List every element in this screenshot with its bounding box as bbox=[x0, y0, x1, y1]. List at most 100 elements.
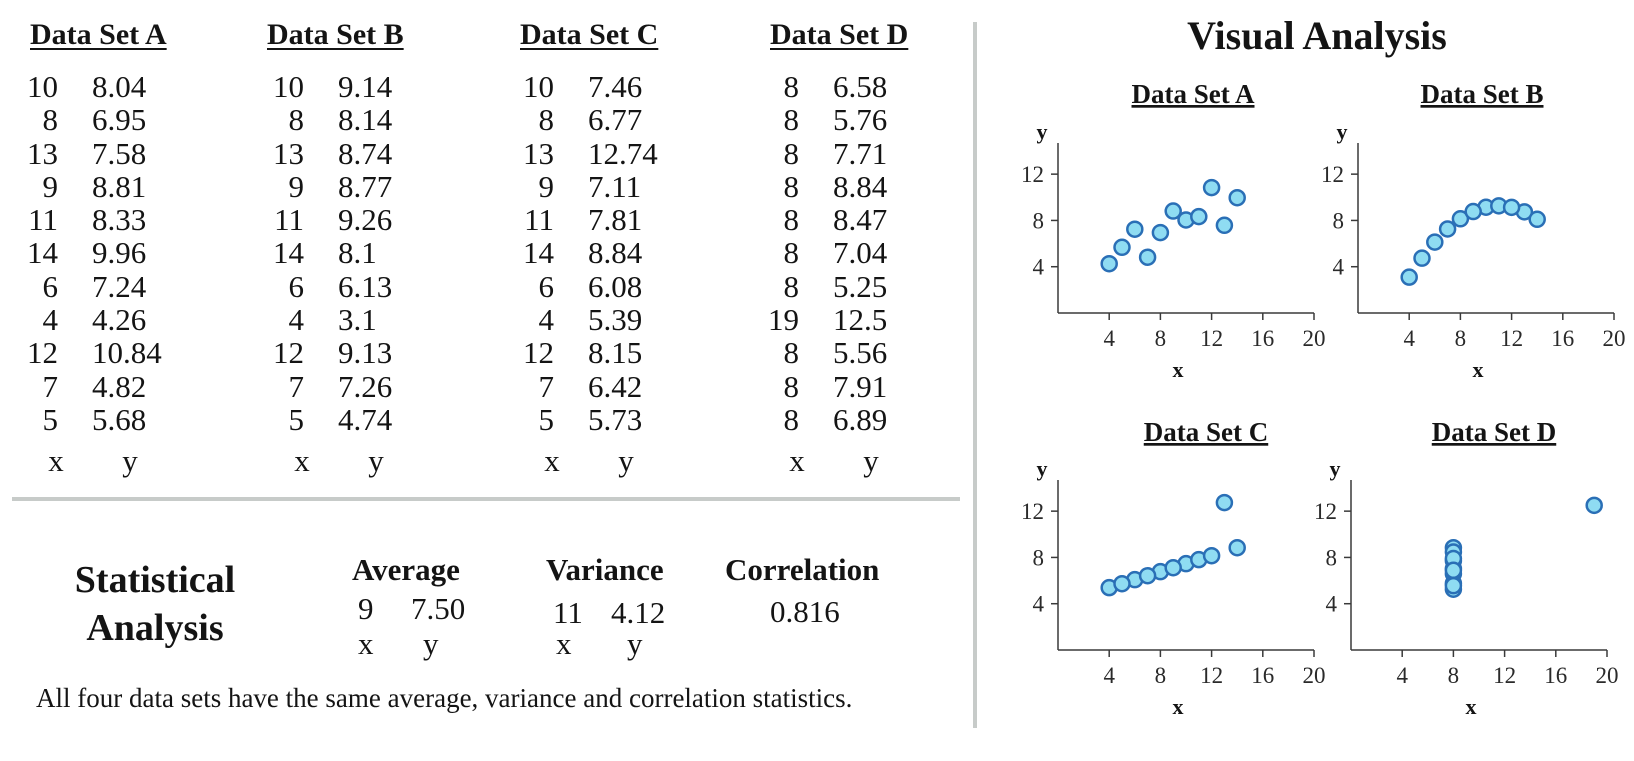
x-tick-label: 4 bbox=[1103, 326, 1115, 351]
y-value: 7.24 bbox=[92, 268, 147, 304]
y-value: 7.71 bbox=[833, 135, 888, 171]
table-row: 9 8.81 bbox=[10, 170, 230, 203]
y-value: 7.81 bbox=[588, 202, 643, 238]
data-point bbox=[1228, 188, 1246, 207]
x-value: 10 bbox=[27, 69, 58, 104]
table-row: 14 9.96 bbox=[10, 236, 230, 269]
y-value: 5.76 bbox=[833, 102, 888, 138]
chart-title: Data Set C bbox=[1144, 417, 1268, 447]
data-set-d-table: 8 6.58 8 5.76 8 7.71 8 8.84 8 8.47 8 7.04 8 5.25 19 12.… bbox=[751, 70, 971, 494]
x-value: 12 bbox=[27, 335, 58, 371]
column-x-label: x bbox=[48, 443, 64, 479]
y-value: 6.95 bbox=[92, 102, 147, 138]
data-point bbox=[1444, 580, 1463, 598]
data-point bbox=[1151, 562, 1170, 581]
y-value: 5.73 bbox=[588, 401, 643, 437]
x-value: 11 bbox=[274, 202, 304, 238]
x-value: 14 bbox=[27, 235, 58, 271]
x-tick-label: 12 bbox=[1200, 663, 1223, 688]
data-point bbox=[1151, 223, 1170, 242]
x-value: 4 bbox=[42, 302, 59, 338]
column-x-label: x bbox=[544, 443, 560, 479]
table-row: 8 5.56 bbox=[751, 336, 971, 369]
table-row: 8 5.25 bbox=[751, 270, 971, 303]
table-row: 5 5.73 bbox=[506, 403, 726, 436]
data-point bbox=[1215, 216, 1234, 235]
y-tick-label: 12 bbox=[1314, 499, 1337, 524]
y-tick-label: 4 bbox=[1033, 255, 1045, 280]
x-tick-label: 8 bbox=[1155, 663, 1167, 688]
y-value: 8.77 bbox=[338, 168, 393, 204]
data-point bbox=[1444, 576, 1463, 595]
table-row: 13 7.58 bbox=[10, 137, 230, 170]
data-point bbox=[1215, 493, 1234, 512]
x-value: 6 bbox=[288, 268, 305, 304]
y-value: 8.84 bbox=[588, 235, 643, 271]
x-value: 14 bbox=[273, 235, 304, 271]
x-value: 7 bbox=[538, 368, 555, 404]
y-tick-label: 8 bbox=[1333, 208, 1345, 233]
data-point bbox=[1177, 211, 1195, 229]
table-row: 11 8.33 bbox=[10, 203, 230, 236]
x-value: 8 bbox=[783, 102, 800, 138]
table-row: 8 5.76 bbox=[751, 103, 971, 136]
x-tick-label: 4 bbox=[1103, 663, 1115, 688]
average-x-label: x bbox=[358, 626, 374, 661]
chart-title: Data Set D bbox=[1432, 417, 1556, 447]
data-set-a-header: Data Set A bbox=[30, 18, 167, 51]
y-value: 6.42 bbox=[588, 368, 643, 404]
data-set-d-header: Data Set D bbox=[770, 18, 909, 51]
data-point bbox=[1451, 210, 1470, 228]
y-value: 9.96 bbox=[92, 235, 147, 271]
data-point bbox=[1126, 220, 1144, 238]
data-point bbox=[1444, 565, 1463, 583]
y-axis-label: y bbox=[1037, 119, 1048, 144]
x-value: 4 bbox=[288, 302, 305, 338]
table-row: 7 7.26 bbox=[256, 370, 476, 403]
table-row: 11 9.26 bbox=[256, 203, 476, 236]
x-value: 12 bbox=[523, 335, 554, 371]
data-set-c-header: Data Set C bbox=[520, 18, 659, 51]
y-value: 12.74 bbox=[588, 135, 658, 171]
x-axis-label: x bbox=[1173, 694, 1184, 719]
x-tick-label: 12 bbox=[1500, 326, 1523, 351]
y-value: 6.08 bbox=[588, 268, 643, 304]
table-row: 5 5.68 bbox=[10, 403, 230, 436]
data-point bbox=[1138, 248, 1157, 266]
y-tick-label: 8 bbox=[1326, 545, 1338, 570]
table-row: 6 6.13 bbox=[256, 270, 476, 303]
x-tick-label: 16 bbox=[1251, 326, 1274, 351]
y-value: 8.74 bbox=[338, 135, 393, 171]
y-tick-label: 12 bbox=[1321, 162, 1344, 187]
y-value: 12.5 bbox=[833, 302, 888, 338]
table-row: 10 9.14 bbox=[256, 70, 476, 103]
x-value: 8 bbox=[783, 335, 800, 371]
data-point bbox=[1585, 496, 1603, 515]
data-point bbox=[1444, 543, 1463, 561]
y-tick-label: 12 bbox=[1021, 499, 1044, 524]
table-row: 8 8.84 bbox=[751, 170, 971, 203]
table-row: 8 8.14 bbox=[256, 103, 476, 136]
data-point bbox=[1113, 238, 1131, 257]
x-value: 4 bbox=[538, 302, 555, 338]
variance-x-label: x bbox=[556, 626, 572, 661]
y-value: 8.33 bbox=[92, 202, 147, 238]
data-set-c-table: 10 7.46 8 6.77 13 12.74 9 7.11 11 7.81 14 8.84 6 6.08… bbox=[506, 70, 726, 494]
data-point bbox=[1464, 202, 1482, 221]
y-value: 7.46 bbox=[588, 69, 643, 104]
y-value: 4.26 bbox=[92, 302, 147, 338]
y-tick-label: 12 bbox=[1021, 162, 1044, 187]
data-set-b-table: 10 9.14 8 8.14 13 8.74 9 8.77 11 9.26 14 8.1 6 6.13 4 3… bbox=[256, 70, 476, 494]
column-x-label: x bbox=[294, 443, 310, 479]
y-value: 6.13 bbox=[338, 268, 393, 304]
x-tick-label: 8 bbox=[1155, 326, 1167, 351]
table-row: 8 7.04 bbox=[751, 236, 971, 269]
x-axis-label: x bbox=[1466, 694, 1477, 719]
stat-title-line2: Analysis bbox=[86, 607, 224, 649]
y-axis-label: y bbox=[1037, 456, 1048, 481]
x-value: 8 bbox=[783, 268, 800, 304]
y-value: 8.84 bbox=[833, 168, 888, 204]
